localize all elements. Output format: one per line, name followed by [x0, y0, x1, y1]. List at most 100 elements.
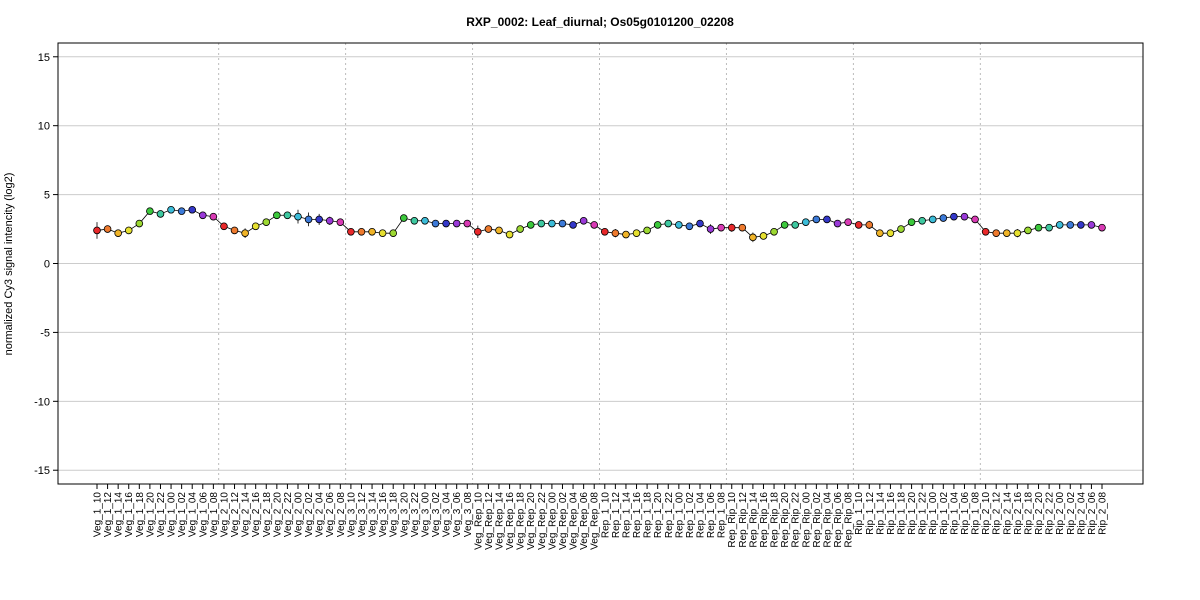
x-tick-label: Veg_Rep_18 — [516, 492, 527, 550]
data-point — [886, 229, 895, 237]
x-tick-label: Veg_1_02 — [177, 492, 188, 537]
data-point — [294, 212, 302, 221]
data-point — [685, 222, 694, 231]
data-point — [198, 211, 207, 220]
data-point — [135, 219, 144, 228]
x-tick-label: Veg_1_12 — [103, 492, 114, 537]
data-point — [177, 207, 186, 215]
data-point — [706, 225, 715, 233]
x-tick-label: Veg_2_00 — [294, 492, 305, 537]
data-point — [336, 218, 345, 226]
x-tick-label: Veg_Rep_04 — [569, 492, 580, 550]
data-point — [727, 223, 736, 232]
x-tick-label: Veg_3_16 — [378, 492, 389, 537]
data-point — [114, 229, 122, 237]
x-tick-label: Veg_1_06 — [198, 492, 209, 537]
x-tick-label: Rep_1_02 — [685, 492, 696, 539]
data-point — [1066, 221, 1075, 229]
x-tick-label: Veg_1_14 — [114, 492, 125, 537]
data-point — [1077, 221, 1085, 229]
data-point — [749, 233, 757, 242]
y-tick-label: -15 — [34, 465, 50, 477]
data-point — [590, 221, 599, 229]
data-point — [347, 228, 355, 236]
x-tick-label: Rep_1_18 — [643, 492, 654, 539]
data-point — [188, 205, 197, 214]
x-tick-label: Veg_2_06 — [325, 492, 336, 537]
data-point — [622, 230, 630, 239]
data-point — [421, 216, 429, 225]
x-tick-label: Veg_Rep_16 — [505, 492, 516, 550]
data-point — [526, 221, 535, 229]
data-point — [368, 228, 376, 236]
data-point — [474, 228, 482, 236]
x-tick-label: Rip_2_08 — [1098, 492, 1109, 535]
x-tick-label: Rip_1_02 — [939, 492, 950, 535]
y-tick-label: -10 — [34, 396, 50, 408]
x-tick-label: Rep_1_08 — [717, 492, 728, 539]
data-point — [653, 221, 662, 229]
data-point — [315, 215, 323, 224]
data-point — [93, 226, 101, 235]
data-point — [675, 221, 683, 229]
y-axis: -15 -10 -5 0 5 10 15 — [34, 52, 58, 477]
x-tick-label: Veg_2_10 — [219, 492, 230, 537]
y-tick-label: -5 — [40, 327, 50, 339]
data-point — [1098, 223, 1106, 232]
x-tick-label: Rip_1_18 — [897, 492, 908, 535]
y-tick-label: 0 — [44, 259, 50, 271]
x-tick-label: Veg_Rep_14 — [495, 492, 506, 550]
data-point — [876, 229, 884, 237]
x-tick-label: Rip_1_04 — [949, 492, 960, 535]
data-point — [643, 226, 651, 235]
x-tick-label: Veg_Rep_20 — [526, 492, 537, 550]
data-point — [950, 212, 958, 221]
data-point — [770, 228, 778, 236]
chart-title: RXP_0002: Leaf_diurnal; Os05g0101200_022… — [466, 15, 734, 29]
data-point — [981, 228, 990, 236]
x-tick-label: Rep_Rip_12 — [738, 492, 749, 548]
x-tick-label: Veg_2_14 — [241, 492, 252, 537]
x-tick-label: Rip_2_00 — [1055, 492, 1066, 535]
x-tick-label: Rep_Rip_18 — [770, 492, 781, 548]
data-point — [399, 214, 408, 222]
data-point — [262, 218, 271, 226]
data-point — [452, 219, 461, 228]
x-tick-label: Veg_1_10 — [93, 492, 104, 537]
data-point — [907, 218, 916, 226]
x-tick-label: Veg_3_06 — [452, 492, 463, 537]
x-tick-label: Rep_1_06 — [706, 492, 717, 539]
data-point — [780, 221, 789, 229]
data-point — [960, 212, 969, 221]
data-point — [865, 221, 874, 229]
data-point — [1045, 223, 1053, 232]
data-point — [833, 219, 842, 228]
data-point — [1013, 229, 1022, 237]
x-tick-label: Veg_3_08 — [463, 492, 474, 537]
x-tick-label: Veg_2_12 — [230, 492, 241, 537]
data-point — [738, 223, 747, 232]
x-tick-label: Veg_Rep_08 — [590, 492, 601, 550]
x-tick-label: Veg_2_04 — [315, 492, 326, 537]
x-tick-label: Rip_1_22 — [918, 492, 929, 535]
data-point — [484, 225, 493, 233]
data-point — [971, 215, 979, 224]
data-point — [759, 232, 768, 240]
data-point — [273, 211, 281, 220]
x-tick-label: Rep_1_04 — [696, 492, 707, 539]
x-tick-label: Veg_3_00 — [420, 492, 431, 537]
data-point — [664, 219, 673, 228]
data-point — [516, 225, 524, 233]
x-tick-label: Rep_1_14 — [621, 492, 632, 539]
data-point — [537, 219, 546, 228]
data-point — [1024, 226, 1032, 235]
x-tick-label: Rip_2_10 — [981, 492, 992, 535]
data-point — [928, 215, 937, 224]
x-tick-label: Rep_1_10 — [600, 492, 611, 539]
data-points — [93, 205, 1106, 242]
x-tick-label: Veg_2_08 — [336, 492, 347, 537]
data-point — [357, 228, 366, 236]
x-tick-label: Rep_1_22 — [664, 492, 675, 539]
x-tick-label: Rep_1_12 — [611, 492, 622, 539]
x-tick-label: Rep_Rip_20 — [780, 492, 791, 548]
